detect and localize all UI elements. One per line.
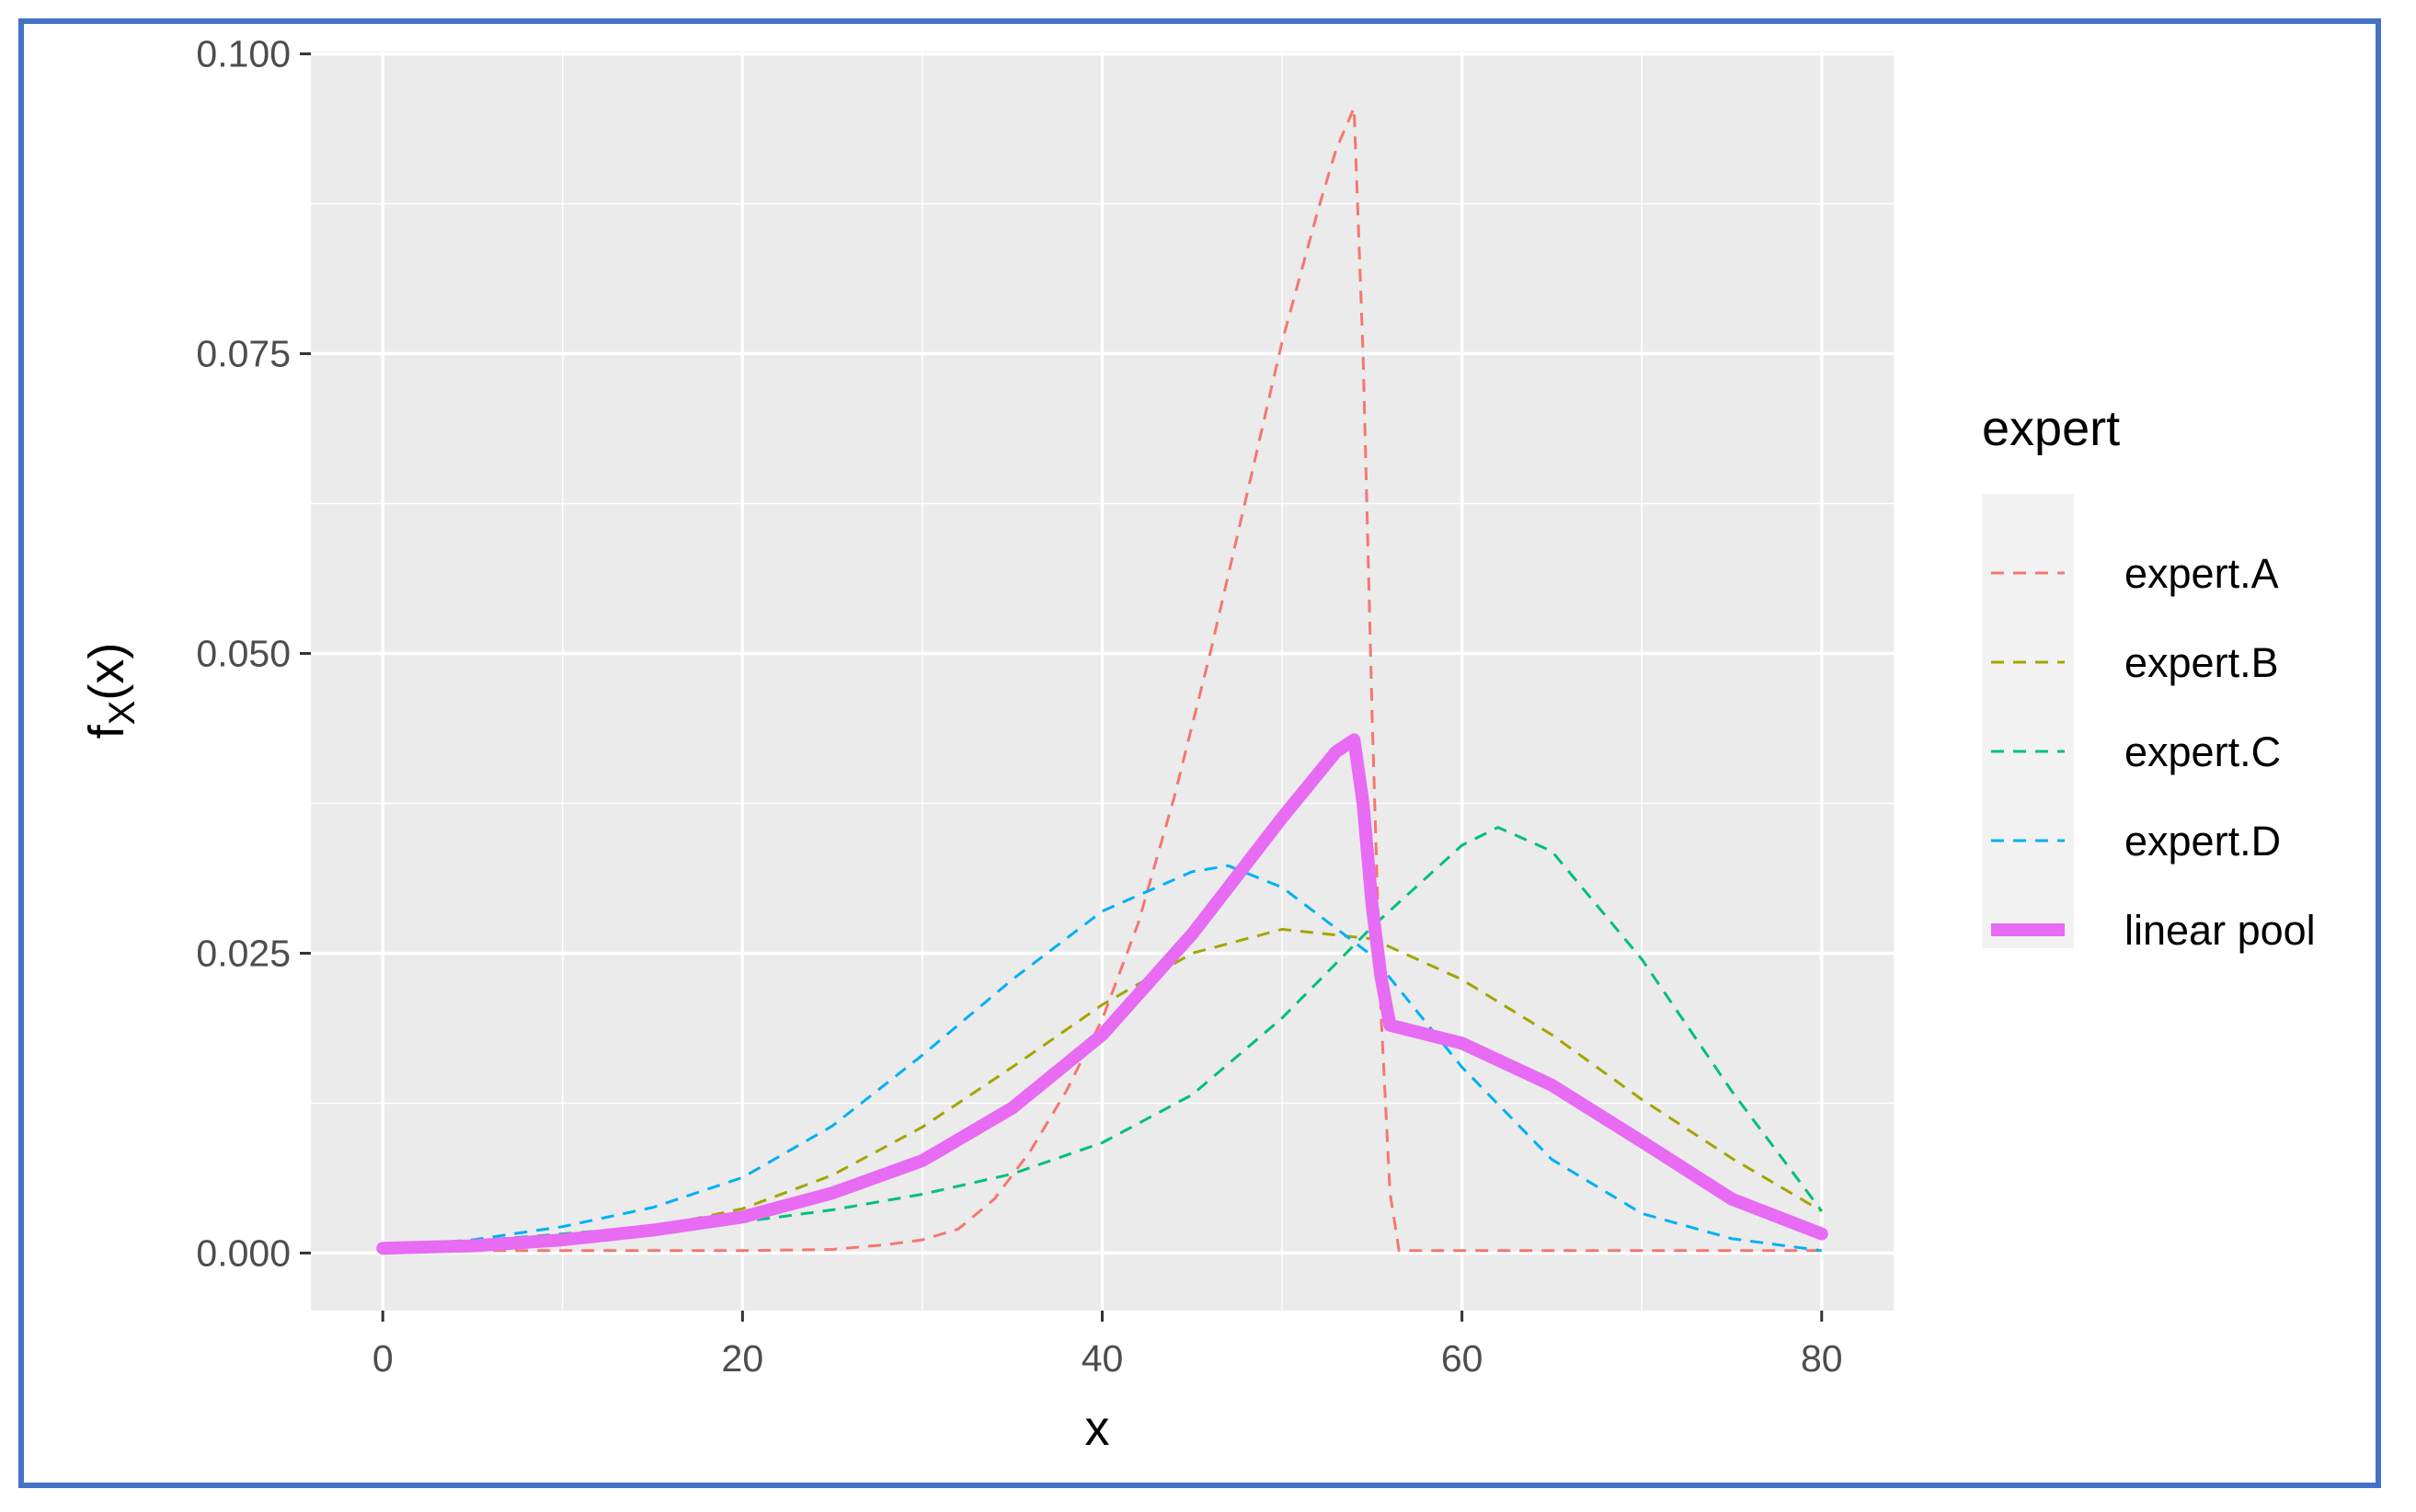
y-axis-title: fX(x) bbox=[79, 643, 143, 739]
x-tick-label: 60 bbox=[1441, 1337, 1483, 1380]
y-tick-label: 0.050 bbox=[196, 633, 291, 675]
x-tick-label: 40 bbox=[1082, 1337, 1124, 1380]
y-axis-title-argument: (x) bbox=[79, 643, 134, 701]
series-line-expert-b bbox=[383, 927, 1823, 1250]
series-line-expert-d bbox=[383, 864, 1822, 1253]
y-tick-label: 0.075 bbox=[196, 333, 291, 375]
series-lines bbox=[376, 106, 1828, 1255]
legend-title: expert bbox=[1982, 401, 2120, 456]
major-gridlines bbox=[311, 52, 1894, 1311]
x-tick-label: 0 bbox=[372, 1337, 394, 1380]
y-tick-label: 0.100 bbox=[196, 33, 291, 75]
legend-label-expert-a: expert.A bbox=[2124, 550, 2279, 597]
series-line-expert-a bbox=[383, 106, 1822, 1253]
legend-label-linear-pool: linear pool bbox=[2124, 907, 2316, 954]
series-line-linear-pool bbox=[376, 733, 1828, 1255]
legend-key-background bbox=[1982, 494, 2074, 948]
y-tick-label: 0.025 bbox=[196, 932, 291, 974]
legend-label-expert-b: expert.B bbox=[2124, 639, 2279, 686]
y-tick-label: 0.000 bbox=[196, 1231, 291, 1274]
y-axis-title-main: f bbox=[79, 724, 134, 739]
legend-label-expert-d: expert.D bbox=[2124, 818, 2281, 865]
y-axis-title-subscript: X bbox=[102, 701, 143, 726]
x-tick-label: 80 bbox=[1801, 1337, 1843, 1380]
x-tick-labels: 0 20 40 60 80 bbox=[372, 1337, 1843, 1380]
figure-frame: 0.000 0.025 0.050 0.075 0.100 0 20 40 60 80 x fX… bbox=[18, 18, 2381, 1488]
chart-canvas: 0.000 0.025 0.050 0.075 0.100 0 20 40 60 80 x fX… bbox=[79, 33, 2316, 1456]
x-axis-title: x bbox=[1085, 1401, 1110, 1456]
axis-ticks bbox=[300, 52, 1824, 1322]
legend-label-expert-c: expert.C bbox=[2124, 728, 2281, 775]
x-tick-label: 20 bbox=[722, 1337, 764, 1380]
y-tick-labels: 0.000 0.025 0.050 0.075 0.100 bbox=[196, 33, 291, 1275]
legend: expert expert.A expert.B expert.C expert.D l… bbox=[1982, 401, 2316, 954]
